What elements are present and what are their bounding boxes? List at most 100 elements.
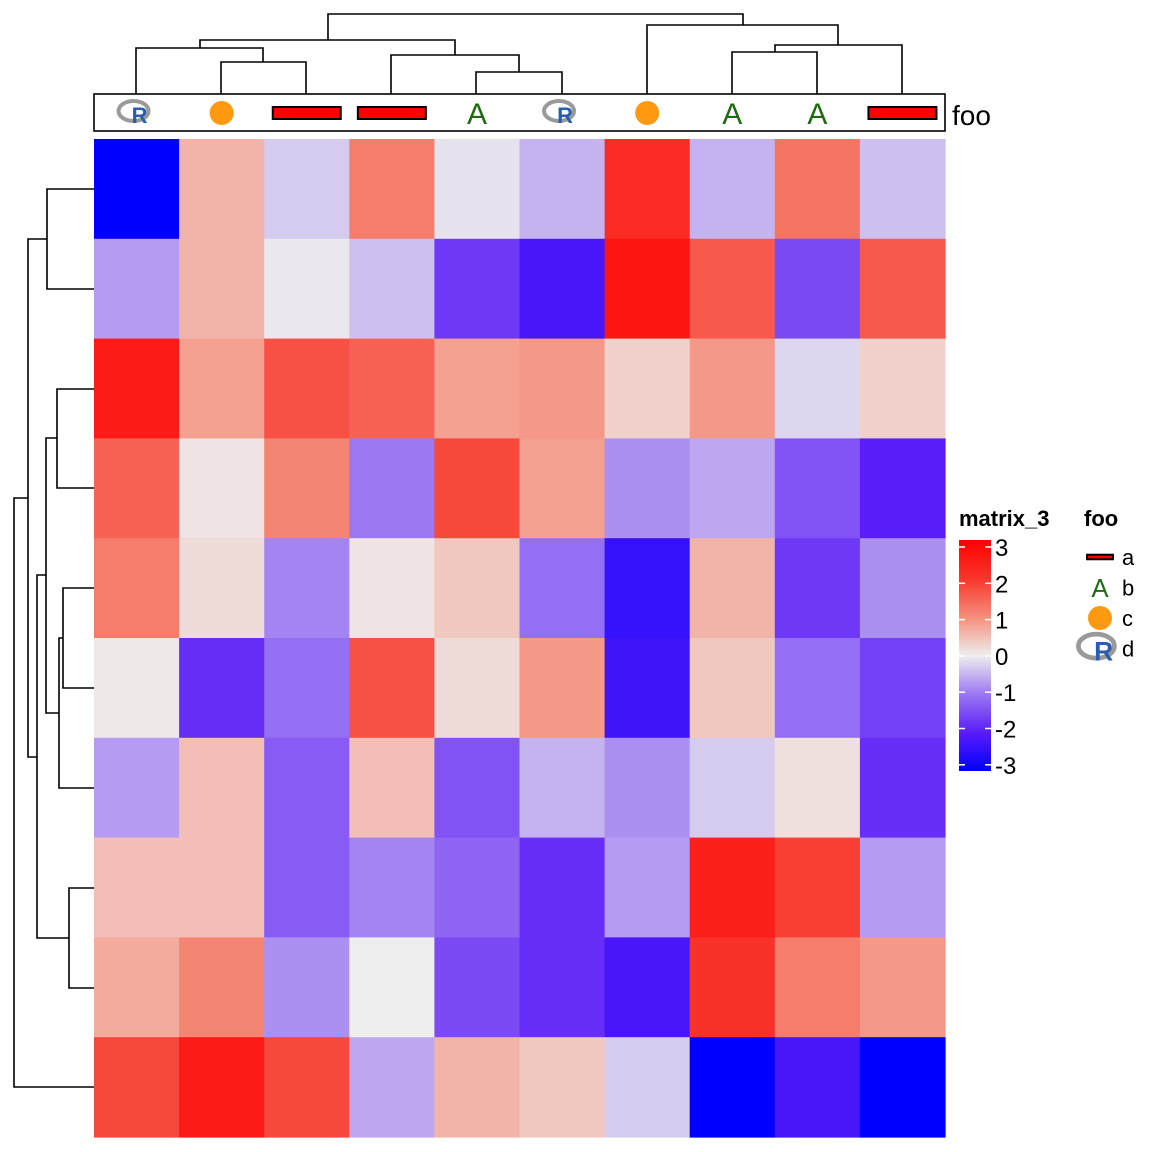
annotation-symbol-c [635, 101, 660, 125]
heatmap-cell-r4-c8 [689, 438, 776, 539]
heatmap-cell-r10-c8 [689, 1037, 776, 1138]
heatmap-cell-r5-c9 [774, 538, 861, 639]
heatmap-cell-r3-c5 [434, 338, 521, 439]
heatmap-cell-r6-c3 [264, 638, 350, 739]
svg-text:A: A [1091, 575, 1108, 603]
heatmap-cell-r10-c1 [94, 1037, 180, 1138]
heatmap-cell-r10-c3 [264, 1037, 350, 1138]
heatmap-cell-r7-c2 [179, 737, 265, 839]
annotation-frame [93, 93, 946, 132]
annotation-legend: aA bcR d [1076, 545, 1135, 667]
annotation-legend-title: foo [1084, 506, 1118, 531]
annotation-legend-label: c [1122, 606, 1133, 631]
heatmap-cell-r6-c7 [604, 638, 691, 739]
annotation-symbol-b: A [1091, 575, 1108, 603]
heatmap-cell-r9-c5 [434, 937, 521, 1038]
heatmap-cell-r10-c10 [859, 1037, 946, 1138]
color-bar-ticks: 3 2 1 0 -1 -2 -3 [959, 535, 1016, 780]
heatmap-cell-r1-c9 [774, 139, 861, 240]
color-bar-tick-label: 3 [995, 535, 1008, 562]
heatmap-cell-r1-c8 [689, 139, 776, 240]
heatmap-cell-r9-c6 [519, 937, 606, 1038]
heatmap-cell-r8-c8 [689, 837, 776, 938]
heatmap-cell-r5-c2 [179, 538, 265, 639]
heatmap-cell-r2-c5 [434, 238, 521, 340]
heatmap-cell-r8-c2 [179, 837, 265, 938]
heatmap-cell-r1-c4 [349, 139, 435, 240]
heatmap-cell-r2-c1 [94, 238, 180, 340]
annotation-symbol-b: A [807, 98, 827, 131]
annotation-symbol-d: R [116, 99, 151, 128]
color-bar-tick-label: -2 [995, 717, 1016, 744]
heatmap-cell-r8-c1 [94, 837, 180, 938]
heatmap-cell-r2-c7 [604, 238, 691, 340]
svg-text:R: R [557, 103, 573, 128]
heatmap-cell-r1-c2 [179, 139, 265, 240]
heatmap-cell-r3-c4 [349, 338, 435, 439]
color-bar-tick-label: 2 [995, 571, 1008, 598]
heatmap-cell-r6-c10 [859, 638, 946, 739]
svg-text:R: R [132, 103, 148, 128]
heatmap-cell-r7-c4 [349, 737, 435, 839]
heatmap-cell-r3-c2 [179, 338, 265, 439]
svg-text:R: R [1094, 637, 1113, 667]
heatmap-cell-r8-c6 [519, 837, 606, 938]
annotation-legend-label: b [1122, 576, 1134, 601]
heatmap-cell-r4-c9 [774, 438, 861, 539]
heatmap-cell-r2-c4 [349, 238, 435, 340]
annotation-symbol-d: R [1076, 631, 1117, 667]
heatmap-cell-r8-c7 [604, 837, 691, 938]
heatmap-cell-r7-c8 [689, 737, 776, 839]
annotation-symbol-b: A [467, 98, 487, 131]
heatmap-cell-r2-c3 [264, 238, 350, 340]
heatmap-cell-r4-c3 [264, 438, 350, 539]
heatmap-cell-r3-c8 [689, 338, 776, 439]
heatmap-cell-r7-c1 [94, 737, 180, 839]
heatmap-cell-r4-c6 [519, 438, 606, 539]
annotation-symbol-b: A [722, 98, 742, 131]
heatmap-cell-r9-c1 [94, 937, 180, 1038]
column-dendrogram [135, 13, 903, 94]
annotation-legend-label: d [1122, 637, 1134, 662]
heatmap-cell-r7-c3 [264, 737, 350, 839]
color-bar-tick-label: -3 [995, 753, 1016, 780]
heatmap-cell-r7-c6 [519, 737, 606, 839]
heatmap-cell-r8-c4 [349, 837, 435, 938]
heatmap-cell-r1-c5 [434, 139, 521, 240]
svg-text:A: A [467, 98, 487, 131]
heatmap-cell-r9-c3 [264, 937, 350, 1038]
heatmap-cell-r6-c4 [349, 638, 435, 739]
heatmap-cell-r9-c10 [859, 937, 946, 1038]
color-bar-tick-label: -1 [995, 680, 1016, 707]
heatmap-cell-r3-c9 [774, 338, 861, 439]
annotation-symbol-a [356, 106, 427, 120]
heatmap-cell-r10-c9 [774, 1037, 861, 1138]
annotation-legend-label: a [1122, 545, 1135, 570]
heatmap-cell-r9-c4 [349, 937, 435, 1038]
heatmap-cell-r6-c8 [689, 638, 776, 739]
heatmap-cell-r5-c7 [604, 538, 691, 639]
heatmap-cell-r10-c7 [604, 1037, 691, 1138]
heatmap-cell-r3-c10 [859, 338, 946, 439]
heatmap-cell-r7-c5 [434, 737, 521, 839]
heatmap-cell-r5-c8 [689, 538, 776, 639]
heatmap-cell-r5-c10 [859, 538, 946, 639]
heatmap-cell-r9-c7 [604, 937, 691, 1038]
heatmap-cell-r5-c3 [264, 538, 350, 639]
heatmap-cell-r8-c3 [264, 837, 350, 938]
heatmap-cell-r6-c5 [434, 638, 521, 739]
heatmap-cell-r9-c9 [774, 937, 861, 1038]
annotation-symbol-a [867, 106, 938, 120]
annotation-symbol-a [271, 106, 342, 120]
annotation-symbol-c [209, 101, 234, 125]
heatmap-cell-r4-c4 [349, 438, 435, 539]
heatmap-cell-r7-c9 [774, 737, 861, 839]
heatmap-cell-r8-c10 [859, 837, 946, 938]
heatmap-cell-r6-c6 [519, 638, 606, 739]
color-bar-tick-label: 1 [995, 608, 1008, 635]
heatmap-cell-r7-c7 [604, 737, 691, 839]
heatmap-cell-r10-c5 [434, 1037, 521, 1138]
heatmap-cell-r1-c6 [519, 139, 606, 240]
